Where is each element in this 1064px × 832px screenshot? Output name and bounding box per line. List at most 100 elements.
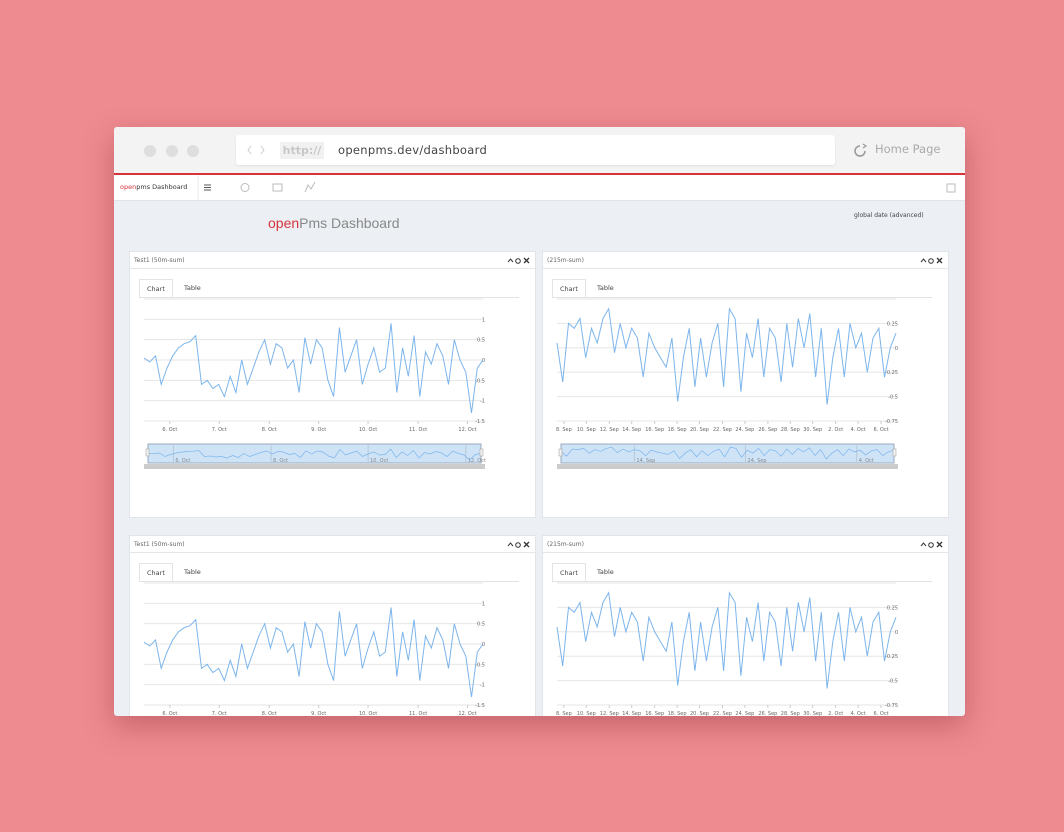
home-page-link[interactable]: Home Page xyxy=(875,142,941,156)
address-bar[interactable]: http:// openpms.dev/dashboard xyxy=(236,135,835,165)
y-tick-label: -0.5 xyxy=(475,662,485,668)
close-icon[interactable] xyxy=(936,541,943,548)
navigator-window[interactable] xyxy=(560,443,895,464)
forward-arrow[interactable] xyxy=(260,145,265,155)
menu-icon[interactable] xyxy=(204,184,211,191)
scrollbar[interactable] xyxy=(557,464,898,469)
y-tick-label: 0.5 xyxy=(477,622,485,628)
page-title: openPms Dashboard xyxy=(268,215,400,231)
x-tick-label: 11. Oct xyxy=(409,711,427,716)
back-arrow[interactable] xyxy=(247,145,252,155)
close-icon[interactable] xyxy=(523,541,530,548)
settings-icon[interactable] xyxy=(240,183,250,192)
global-date[interactable]: global date (advanced) xyxy=(854,212,924,219)
y-tick-label: 0 xyxy=(895,346,898,352)
browser-window: http:// openpms.dev/dashboard Home Page … xyxy=(114,127,965,716)
panel-title: (215m-sum) xyxy=(547,541,584,548)
panel-controls xyxy=(507,257,530,264)
x-tick-label: 18. Sep xyxy=(668,711,687,716)
url-prefix: http:// xyxy=(280,142,324,159)
y-tick-label: -1.5 xyxy=(475,419,485,425)
settings-icon[interactable] xyxy=(515,542,521,548)
x-tick-label: 24. Sep xyxy=(735,711,754,716)
logout-icon[interactable] xyxy=(946,183,956,193)
settings-icon[interactable] xyxy=(928,258,934,264)
x-tick-label: 28. Sep xyxy=(781,427,800,433)
x-tick-label: 12. Sep xyxy=(600,711,619,716)
tab-divider xyxy=(139,297,519,298)
x-tick-label: 2. Oct xyxy=(828,711,843,716)
x-tick-label: 2. Oct xyxy=(828,427,843,433)
tab[interactable]: Table xyxy=(597,284,614,292)
x-tick-label: 8. Oct xyxy=(262,711,277,716)
close-icon[interactable] xyxy=(523,257,530,264)
navigator-handle-right[interactable] xyxy=(892,448,897,457)
brand-open: open xyxy=(120,183,137,191)
data-line xyxy=(143,323,484,413)
data-line xyxy=(560,446,895,460)
navigator-handle-left[interactable] xyxy=(145,448,150,457)
navigator-handle-right[interactable] xyxy=(479,448,484,457)
x-tick-label: 10. Sep xyxy=(577,427,596,433)
collapse-icon[interactable] xyxy=(507,542,514,547)
x-tick-label: 30. Sep xyxy=(803,711,822,716)
x-tick-label: 14. Sep xyxy=(622,427,641,433)
panel-title: Test1 (50m-sum) xyxy=(134,541,185,548)
y-tick-label: -0.5 xyxy=(888,679,898,685)
x-tick-label: 4. Oct xyxy=(851,427,866,433)
x-tick-label: 22. Sep xyxy=(713,711,732,716)
settings-icon[interactable] xyxy=(515,258,521,264)
window-controls xyxy=(144,143,868,157)
x-tick-label: 16. Sep xyxy=(645,427,664,433)
scrollbar[interactable] xyxy=(144,464,485,469)
panel: Test1 (50m-sum) Chart Table -1.5 -1 -0.5 0 0.5 1… xyxy=(129,251,536,518)
panel-header: Test1 (50m-sum) xyxy=(130,252,535,269)
tab[interactable]: Table xyxy=(184,568,201,576)
brand[interactable]: openpms Dashboard xyxy=(120,183,187,191)
data-line xyxy=(556,307,897,405)
x-tick-label: 9. Oct xyxy=(311,711,326,716)
collapse-icon[interactable] xyxy=(507,258,514,263)
close-icon[interactable] xyxy=(936,257,943,264)
window-dot[interactable] xyxy=(166,145,178,157)
tab-divider xyxy=(552,581,932,582)
y-tick-label: -0.75 xyxy=(885,703,898,709)
x-tick-label: 9. Oct xyxy=(311,427,326,433)
x-tick-label: 14. Sep xyxy=(622,711,641,716)
navigator-tick-label: 4. Oct xyxy=(859,458,874,464)
panel-controls xyxy=(920,541,943,548)
x-tick-label: 10. Sep xyxy=(577,711,596,716)
y-tick-label: -1.5 xyxy=(475,703,485,709)
y-tick-label: 1 xyxy=(482,317,485,323)
tab[interactable]: Table xyxy=(184,284,201,292)
title-open: open xyxy=(268,215,300,231)
x-tick-label: 4. Oct xyxy=(851,711,866,716)
data-line xyxy=(147,448,482,461)
refresh-arrow xyxy=(862,143,868,149)
x-tick-label: 24. Sep xyxy=(735,427,754,433)
refresh-icon[interactable] xyxy=(854,145,866,157)
y-tick-label: -1 xyxy=(480,399,485,405)
x-tick-label: 10. Oct xyxy=(359,427,377,433)
panel-icon[interactable] xyxy=(272,183,283,192)
x-tick-label: 8. Sep xyxy=(556,711,572,716)
x-tick-label: 18. Sep xyxy=(668,427,687,433)
x-tick-label: 11. Oct xyxy=(409,427,427,433)
panel-header: (215m-sum) xyxy=(543,252,948,269)
tab-divider xyxy=(552,297,932,298)
window-dot[interactable] xyxy=(187,145,199,157)
collapse-icon[interactable] xyxy=(920,258,927,263)
y-tick-label: 0 xyxy=(482,642,485,648)
tab[interactable]: Table xyxy=(597,568,614,576)
settings-icon[interactable] xyxy=(928,542,934,548)
y-tick-label: -0.5 xyxy=(475,378,485,384)
chart-icon[interactable] xyxy=(304,181,316,193)
collapse-icon[interactable] xyxy=(920,542,927,547)
window-dot[interactable] xyxy=(144,145,156,157)
navigator-handle-left[interactable] xyxy=(558,448,563,457)
x-tick-label: 16. Sep xyxy=(645,711,664,716)
brand-rest: pms Dashboard xyxy=(136,183,188,191)
